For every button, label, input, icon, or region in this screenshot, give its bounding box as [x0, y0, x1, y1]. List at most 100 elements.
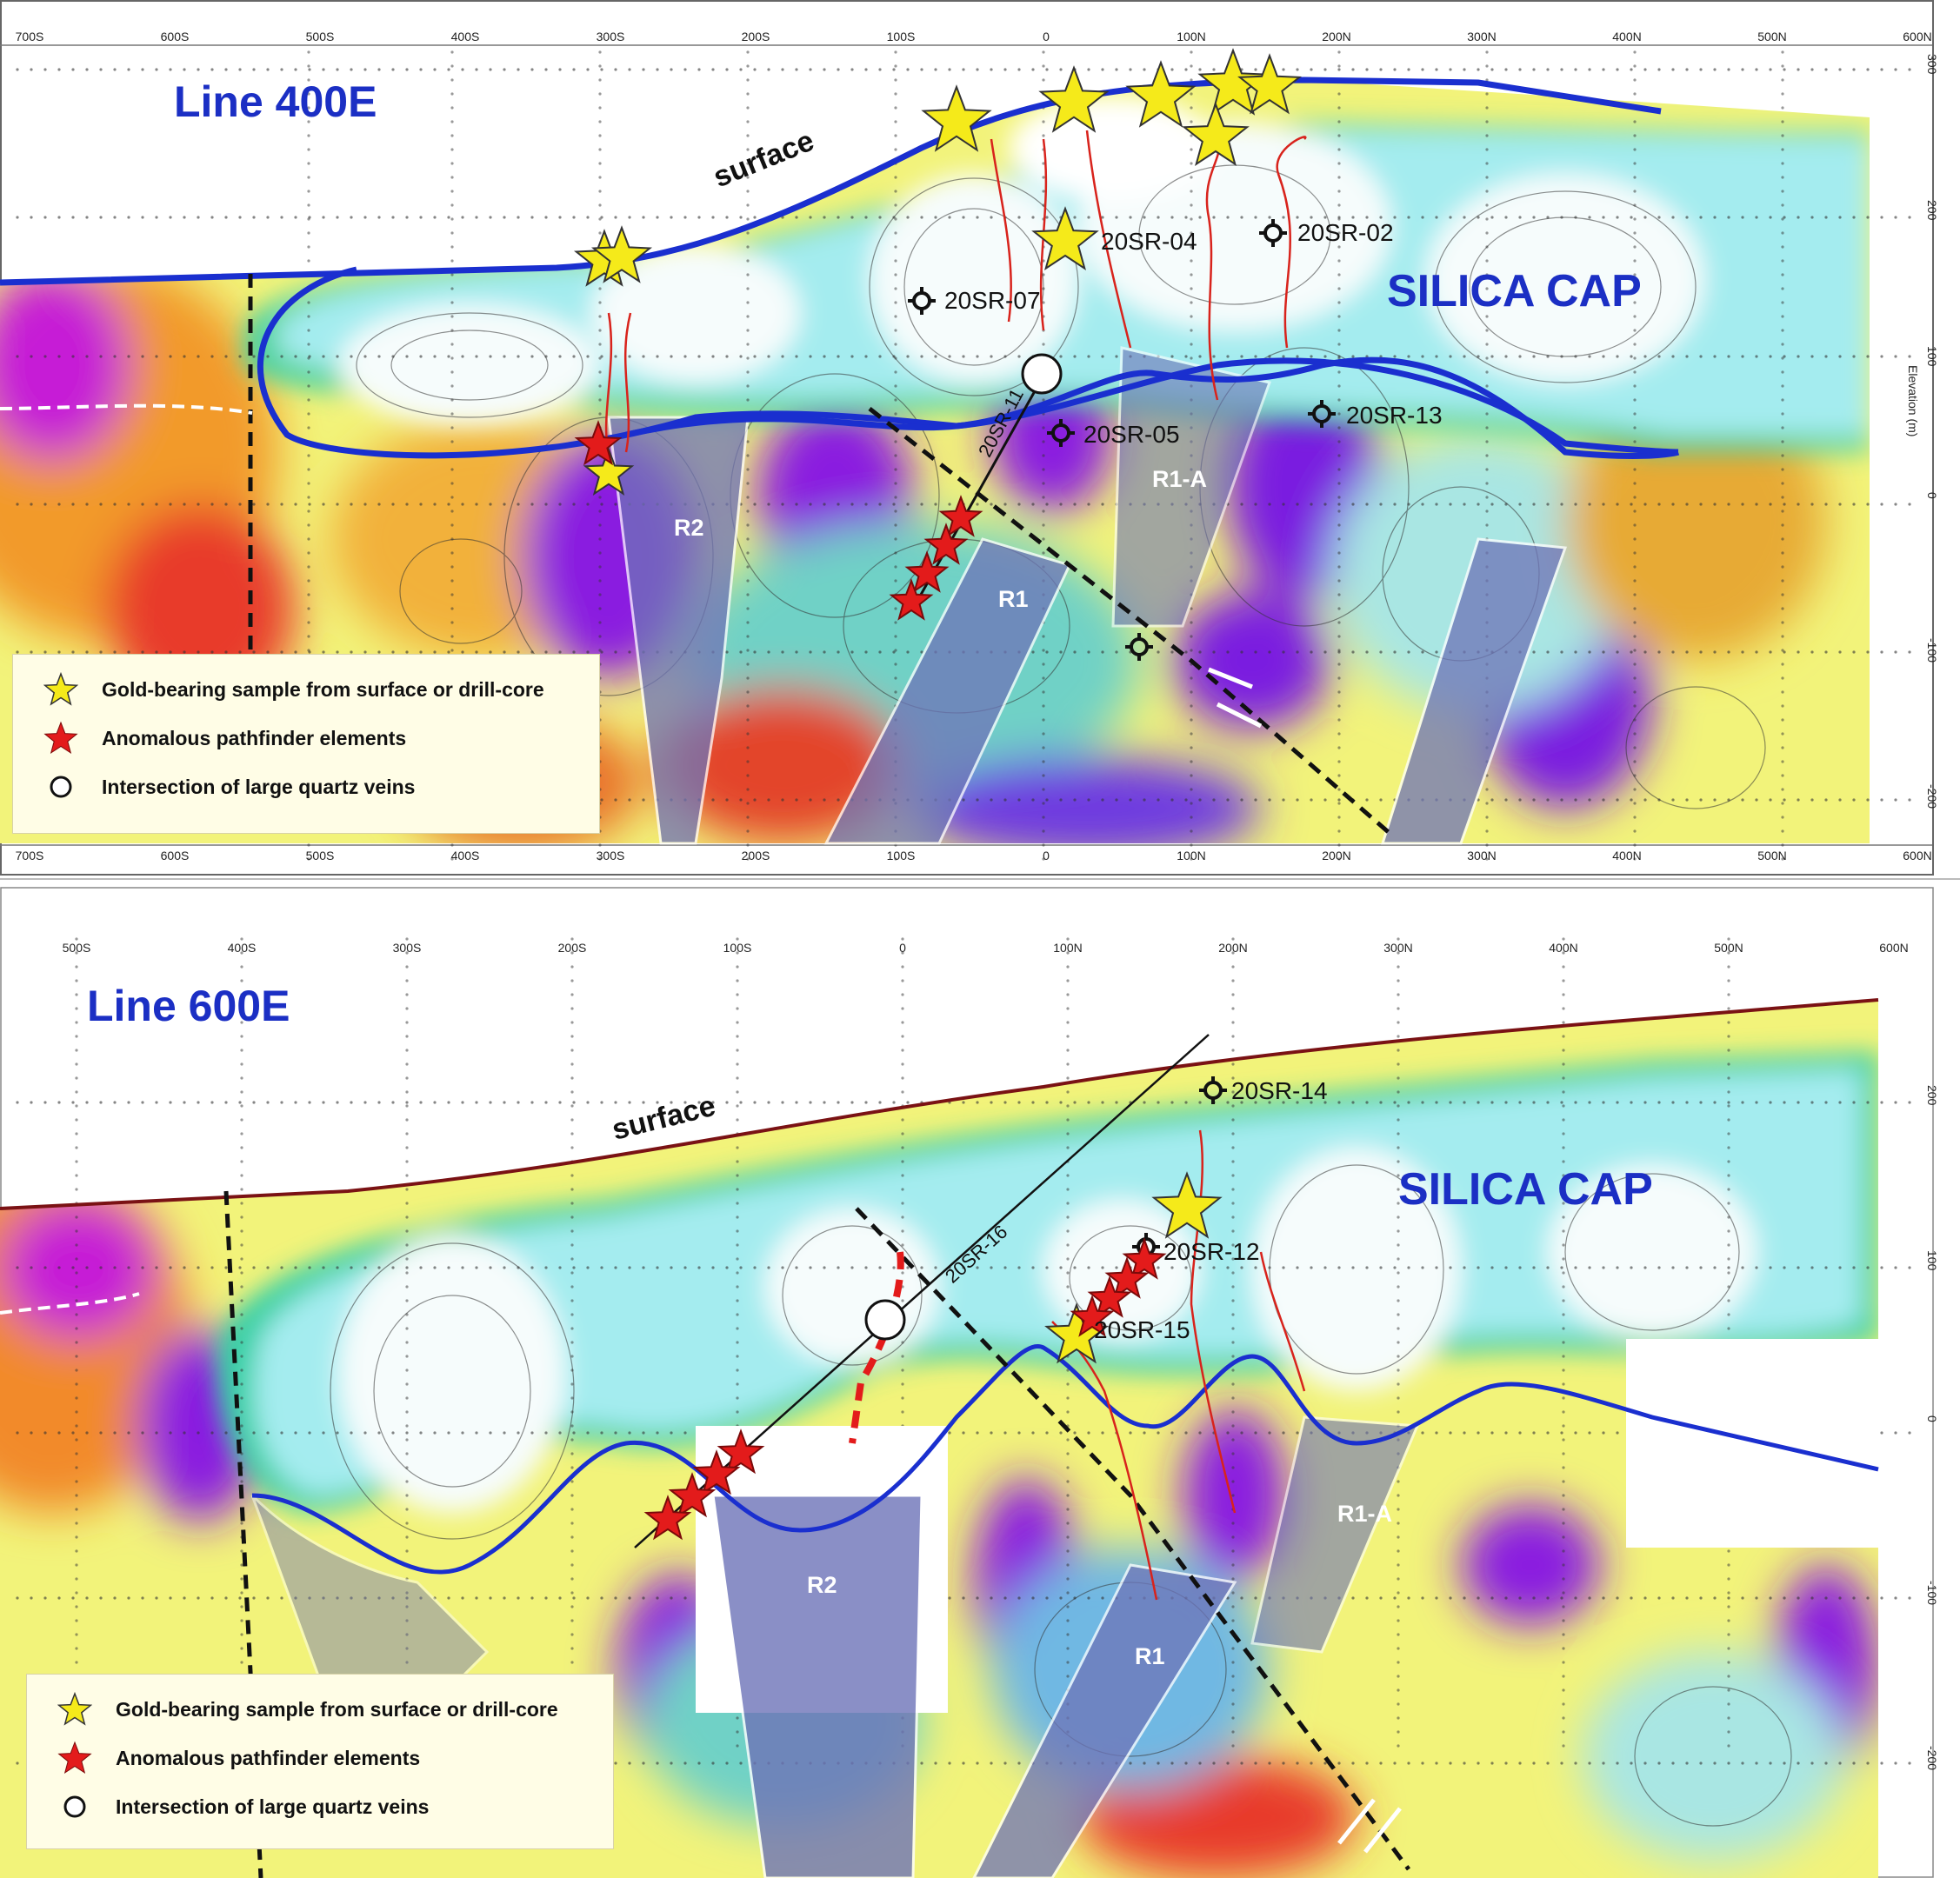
- drill-hole-label-20sr-15: 20SR-15: [1094, 1316, 1190, 1343]
- x-tick-top-12: 500N: [1757, 30, 1787, 43]
- surface-line-600e: [0, 998, 1879, 1210]
- y-tick-1: 200: [1925, 200, 1939, 221]
- drill-hole-marker-1: [1199, 1076, 1227, 1104]
- x-tick-top-600e-6: 100N: [1053, 941, 1083, 955]
- pathfinder-star-5: [889, 578, 934, 621]
- gold-star-1: [921, 84, 992, 152]
- x-tick-bottom-6: 100S: [886, 849, 916, 862]
- x-tick-bottom-10: 300N: [1467, 849, 1497, 862]
- zone-label-r1a: R1-A: [1152, 466, 1208, 492]
- drill-hole-label-20sr-12: 20SR-12: [1163, 1238, 1260, 1265]
- quartz-circle-icon: [50, 776, 72, 798]
- x-tick-bottom-4: 300S: [596, 849, 625, 862]
- x-tick-bottom-13: 600N: [1903, 849, 1932, 862]
- drill-hole-markers-600e: [1132, 1076, 1227, 1261]
- x-tick-top-600e-7: 200N: [1218, 941, 1248, 955]
- legend-pathfinder-text: Anomalous pathfinder elements: [102, 726, 407, 749]
- legend-quartz-text: Intersection of large quartz veins: [102, 775, 416, 798]
- drill-hole-marker-5: [1125, 633, 1153, 661]
- x-tick-top-600e-5: 0: [899, 941, 906, 955]
- y-tick-600e-2: 0: [1925, 1415, 1939, 1422]
- silica-cap-base: [625, 357, 1679, 456]
- legend-gold-text: Gold-bearing sample from surface or dril…: [116, 1697, 558, 1721]
- drill-hole-marker-3: [1308, 400, 1336, 428]
- x-tick-top-8: 100N: [1177, 30, 1206, 43]
- pathfinder-star-4: [904, 550, 950, 593]
- gold-star-4: [1197, 48, 1269, 116]
- section-line-400e: 700S 600S 500S 400S 300S 200S 100S 0 100N 200N 300…: [0, 0, 1960, 880]
- x-tick-top-600e-11: 600N: [1879, 941, 1909, 955]
- surface-line: [0, 77, 1662, 286]
- gold-star-10: [583, 447, 635, 496]
- x-tick-bottom-2: 500S: [305, 849, 335, 862]
- zone-label-r2-600e: R2: [807, 1572, 837, 1598]
- x-tick-top-6: 100S: [886, 30, 916, 43]
- line-label-600e: Line 600E: [87, 982, 290, 1030]
- gold-star-2: [1038, 65, 1110, 133]
- pathfinder-star-600e-5: [717, 1428, 765, 1475]
- x-tick-bottom-0: 700S: [15, 849, 44, 862]
- pathfinder-star-600e-3: [1087, 1275, 1132, 1318]
- gold-star-7: [1031, 206, 1099, 270]
- gold-star-9: [590, 225, 653, 283]
- quartz-circle-icon: [63, 1795, 86, 1818]
- x-tick-bottom-12: 500N: [1757, 849, 1787, 862]
- x-tick-bottom-7: 0: [1043, 849, 1050, 862]
- red-star-icon: [43, 721, 78, 755]
- zone-label-r1: R1: [998, 586, 1029, 612]
- x-tick-top-600e-2: 300S: [392, 941, 422, 955]
- drill-hole-label-20sr-02: 20SR-02: [1297, 219, 1394, 246]
- pathfinder-star-2: [938, 495, 983, 537]
- x-tick-top-2: 500S: [305, 30, 335, 43]
- silica-cap-label-600e: SILICA CAP: [1398, 1164, 1653, 1215]
- y-axis-title: Elevation (m): [1906, 365, 1920, 437]
- x-tick-bottom-11: 400N: [1612, 849, 1642, 862]
- zone-wedges-600e: [250, 1415, 1420, 1878]
- red-star-icon: [57, 1741, 92, 1775]
- x-tick-top-11: 400N: [1612, 30, 1642, 43]
- y-tick-0: 300: [1925, 54, 1939, 75]
- x-tick-top-4: 300S: [596, 30, 625, 43]
- line-label: Line 400E: [174, 77, 377, 126]
- section-line-600e: 500S 400S 300S 200S 100S 0 100N 200N 300N 400N 500…: [0, 887, 1960, 1878]
- flow-arrows: [604, 130, 1307, 453]
- silica-cap-base-600e: [251, 1344, 1879, 1575]
- drill-hole-marker-2: [1259, 219, 1287, 247]
- zone-wedges: [607, 346, 1568, 845]
- x-tick-top-1: 600S: [160, 30, 190, 43]
- drill-hole-label-20sr-13: 20SR-13: [1346, 402, 1443, 429]
- drill-hole-label-20sr-04: 20SR-04: [1101, 228, 1197, 255]
- pathfinder-star-3: [923, 523, 969, 565]
- y-tick-3: 0: [1925, 492, 1939, 499]
- pathfinder-star-600e-1: [1122, 1237, 1167, 1280]
- drill-hole-marker-4: [1047, 419, 1075, 447]
- gold-star-icon: [43, 672, 78, 706]
- y-tick-600e-0: 200: [1925, 1085, 1939, 1106]
- silica-cap-label: SILICA CAP: [1387, 266, 1642, 316]
- y-tick-600e-4: -200: [1925, 1746, 1939, 1771]
- pathfinder-star-600e-4: [1070, 1295, 1115, 1337]
- x-tick-bottom-5: 200S: [741, 849, 770, 862]
- x-tick-bottom-9: 200N: [1322, 849, 1351, 862]
- x-tick-top-600e-3: 200S: [557, 941, 587, 955]
- section-600e-canvas: [0, 887, 1934, 1878]
- drill-hole-label-20sr-05: 20SR-05: [1083, 421, 1180, 448]
- legend-box: Gold-bearing sample from surface or dril…: [12, 654, 600, 834]
- pathfinder-star-600e-7: [668, 1472, 717, 1518]
- quartz-vein-intersection-2: [864, 1299, 906, 1341]
- x-tick-top-600e-0: 500S: [62, 941, 91, 955]
- x-tick-bottom-8: 100N: [1177, 849, 1206, 862]
- y-tick-2: 100: [1925, 346, 1939, 367]
- x-tick-top-600e-9: 400N: [1549, 941, 1578, 955]
- x-tick-top-600e-10: 500N: [1714, 941, 1743, 955]
- x-tick-bottom-1: 600S: [160, 849, 190, 862]
- pathfinder-star-600e-2: [1104, 1256, 1150, 1299]
- legend-box-600e: Gold-bearing sample from surface or dril…: [26, 1674, 614, 1849]
- zone-label-r1-600e: R1: [1135, 1643, 1165, 1669]
- pathfinder-star-600e-8: [643, 1495, 692, 1541]
- x-tick-top-600e-1: 400S: [227, 941, 257, 955]
- sample-stars-600e: [643, 1171, 1223, 1541]
- gold-star-icon: [57, 1692, 92, 1726]
- legend-pathfinder-text: Anomalous pathfinder elements: [116, 1746, 421, 1769]
- pathfinder-star-1: [574, 420, 623, 466]
